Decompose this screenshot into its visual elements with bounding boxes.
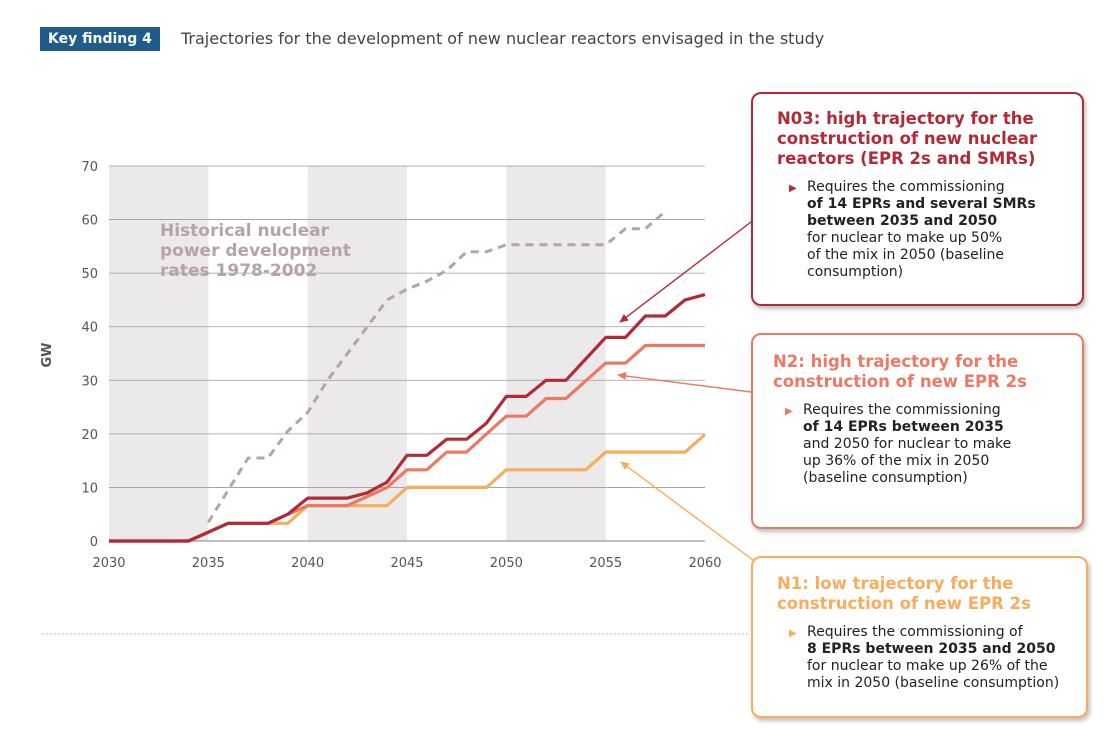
historical-annotation-line: Historical nuclear — [160, 221, 330, 241]
callout-n03-line: Requires the commissioning — [807, 179, 1005, 195]
pointer-arrow-n2 — [617, 372, 752, 393]
callout-n03-line: between 2035 and 2050 — [807, 213, 998, 229]
callout-n2: N2: high trajectory for the construction… — [751, 333, 1084, 529]
y-tick-label: 50 — [81, 267, 98, 282]
historical-annotation-line: power development — [160, 241, 351, 261]
callout-n2-line: (baseline consumption) — [803, 470, 968, 486]
x-tick-label: 2055 — [589, 556, 622, 571]
callout-n2-line: of 14 EPRs between 2035 — [803, 419, 1004, 435]
y-tick-label: 40 — [81, 321, 98, 336]
callout-n2-line: and 2050 for nuclear to make — [803, 436, 1012, 452]
y-tick-label: 0 — [90, 535, 98, 550]
callout-n1-line: for nuclear to make up 26% of the — [807, 658, 1048, 674]
callout-n03-body: ▶ Requires the commissioning of 14 EPRs … — [777, 179, 1062, 281]
shaded-band — [109, 166, 209, 541]
callout-n03: N03: high trajectory for the constructio… — [751, 92, 1084, 306]
y-tick-label: 10 — [81, 481, 98, 496]
y-tick-label: 60 — [81, 214, 98, 229]
y-tick-label: 30 — [81, 374, 98, 389]
y-tick-label: 20 — [81, 428, 98, 443]
callout-n03-line: for nuclear to make up 50% — [807, 230, 1003, 246]
callout-n2-line: Requires the commissioning — [803, 402, 1001, 418]
callout-n03-line: consumption) — [807, 264, 904, 280]
series-line-historical — [207, 210, 667, 524]
bullet-triangle-icon: ▶ — [789, 628, 797, 639]
bullet-triangle-icon: ▶ — [785, 406, 793, 417]
callout-n1-title: N1: low trajectory for the construction … — [777, 574, 1031, 613]
y-axis-label: GW — [40, 342, 55, 367]
pointer-arrow-n1 — [620, 461, 758, 564]
callout-n03-title: N03: high trajectory for the constructio… — [777, 109, 1038, 168]
figure-title: Trajectories for the development of new … — [181, 29, 825, 48]
callout-n03-line: of the mix in 2050 (baseline — [807, 247, 1005, 263]
callout-n03-line: of 14 EPRs and several SMRs — [807, 196, 1036, 212]
key-finding-badge: Key finding 4 — [40, 27, 160, 51]
x-tick-label: 2030 — [92, 556, 125, 571]
callout-n1: N1: low trajectory for the construction … — [751, 556, 1088, 718]
x-tick-label: 2045 — [390, 556, 423, 571]
callout-n1-line: Requires the commissioning of — [807, 624, 1023, 640]
series-line-n2 — [109, 343, 705, 543]
callout-n1-body: ▶ Requires the commissioning of 8 EPRs b… — [777, 624, 1068, 692]
x-tick-label: 2060 — [688, 556, 721, 571]
callout-n2-title: N2: high trajectory for the construction… — [773, 352, 1027, 391]
x-tick-label: 2040 — [291, 556, 324, 571]
x-tick-label: 2050 — [490, 556, 523, 571]
callout-n2-line: up 36% of the mix in 2050 — [803, 453, 990, 469]
pointer-arrow-n03 — [619, 221, 752, 323]
callout-n1-line: 8 EPRs between 2035 and 2050 — [807, 641, 1056, 657]
y-tick-label: 70 — [81, 160, 98, 175]
series-line-n03 — [109, 293, 706, 543]
callout-n2-body: ▶ Requires the commissioning of 14 EPRs … — [773, 402, 1062, 487]
x-tick-label: 2035 — [192, 556, 225, 571]
historical-annotation-line: rates 1978-2002 — [160, 261, 317, 281]
callout-n1-line: mix in 2050 (baseline consumption) — [807, 675, 1060, 691]
bullet-triangle-icon: ▶ — [789, 183, 797, 194]
